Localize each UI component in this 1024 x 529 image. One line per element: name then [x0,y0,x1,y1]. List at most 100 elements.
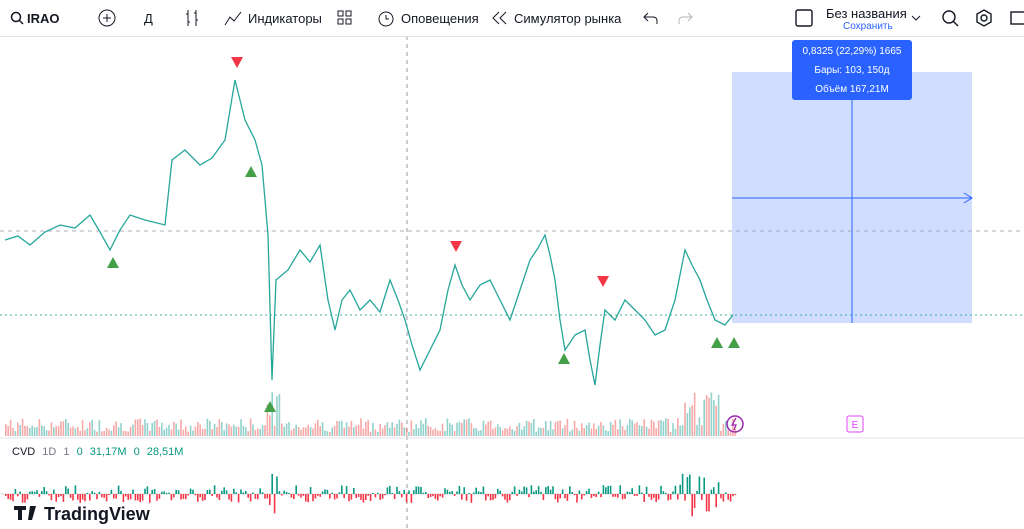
bar-shape [552,486,554,494]
bar-shape [633,494,636,497]
volume-bars [5,392,737,436]
bar-shape [141,425,144,436]
bar-shape [446,418,449,436]
layout-dropdown[interactable] [911,14,921,22]
bar-shape [108,494,110,496]
bar-shape [24,494,26,503]
bar-shape [396,423,398,436]
bar-shape [48,494,50,496]
logo[interactable]: TradingView [44,504,150,524]
bar-shape [314,494,317,499]
bar-shape [434,428,437,436]
bar-shape [650,494,653,500]
alerts[interactable]: Оповещения [401,11,479,26]
bar-shape [264,494,266,499]
bar-shape [223,487,225,494]
chart-type[interactable] [184,9,200,27]
bar-shape [355,494,357,499]
templates[interactable] [337,10,353,26]
bar-shape [29,491,31,494]
bar-shape [283,426,285,436]
quick-search[interactable] [941,9,959,27]
bar-shape [9,419,12,436]
layout-name[interactable]: Без названия [826,6,907,21]
bar-shape [345,486,348,494]
bar-shape [516,426,518,436]
bar-shape [473,428,475,436]
bar-shape [657,494,660,500]
bar-shape [333,425,336,436]
bar-shape [602,485,605,494]
redo[interactable] [677,11,693,25]
bar-shape [653,421,655,436]
indicators[interactable]: Индикаторы [248,11,322,26]
bar-shape [314,423,317,436]
bar-shape [360,418,362,436]
bar-shape [475,487,477,494]
bar-shape [569,486,571,494]
bar-shape [240,489,242,494]
bar-shape [271,392,273,436]
bar-shape [701,425,703,436]
earnings-marker[interactable] [846,415,864,433]
undo[interactable] [643,11,659,25]
symbol[interactable]: IRAO [27,11,60,26]
layout-icon[interactable] [795,9,813,27]
search-icon[interactable] [10,11,24,25]
bar-shape [247,431,249,436]
bar-shape [134,494,137,501]
bar-shape [249,494,252,502]
bar-shape [79,494,81,503]
dividend-marker[interactable] [726,415,744,433]
bar-shape [230,426,233,436]
bar-shape [307,494,309,503]
snapshot[interactable] [1010,8,1024,28]
settings[interactable] [975,9,993,27]
bar-shape [698,417,701,436]
add-symbol[interactable] [98,9,116,27]
cvd-legend: CVD 1D 1 0 31,17M 0 28,51M [12,446,187,458]
bar-shape [463,419,465,436]
alerts-icon[interactable] [377,9,395,27]
bar-shape [554,422,557,436]
bar-shape [609,485,612,494]
bar-shape [324,489,326,494]
indicators-icon[interactable] [224,10,242,26]
bar-shape [686,477,689,494]
bar-shape [288,492,290,494]
bar-shape [499,490,501,494]
bar-shape [377,492,379,494]
bar-shape [557,421,559,436]
bar-shape [449,423,451,436]
replay-icon[interactable] [492,11,508,25]
bar-shape [26,494,29,500]
bar-shape [312,494,314,502]
bar-shape [681,425,684,436]
cvd-bars [5,473,737,517]
bar-shape [115,421,117,436]
bar-shape [230,494,233,502]
bar-shape [427,494,429,499]
bar-shape [242,492,245,494]
bar-shape [91,491,93,494]
interval[interactable]: Д [144,11,153,26]
save-button[interactable]: Сохранить [843,21,893,32]
bar-shape [607,485,609,494]
bar-shape [432,429,434,436]
replay[interactable]: Симулятор рынка [514,11,622,26]
bar-shape [266,494,269,499]
bar-shape [468,418,470,436]
bar-shape [96,431,98,436]
bar-shape [175,489,177,494]
bar-shape [525,420,528,436]
bar-shape [597,491,600,494]
bar-shape [245,427,247,436]
bar-shape [641,425,643,436]
bar-shape [163,491,165,494]
bar-shape [439,494,441,497]
bar-shape [489,420,492,436]
bar-shape [137,419,139,436]
bar-shape [204,494,206,501]
bar-shape [509,426,511,436]
bar-shape [156,419,158,436]
